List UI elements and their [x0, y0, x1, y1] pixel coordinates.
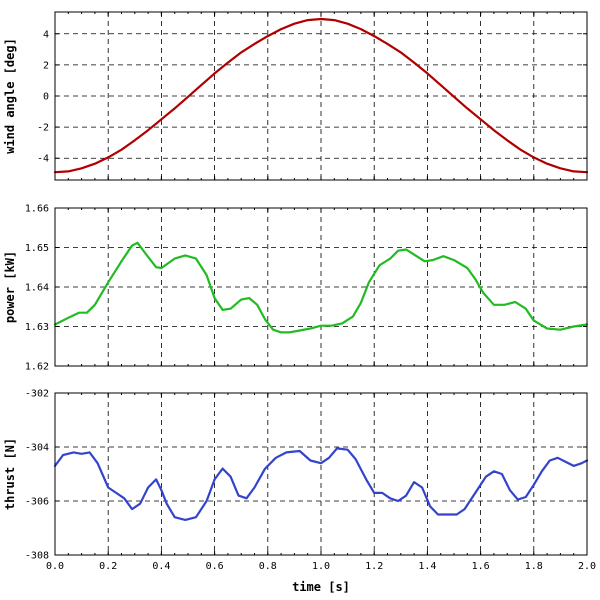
x-tick-label: 1.0: [312, 561, 330, 572]
panel-power-ylabel: power [kW]: [3, 251, 17, 323]
y-tick-label: 0: [43, 92, 49, 103]
y-tick-label: 1.62: [25, 362, 49, 373]
panel-thrust-grid: [55, 393, 587, 555]
panel-wind-angle-ylabel: wind angle [deg]: [3, 38, 17, 154]
panel-power-frame: [54, 207, 588, 367]
x-tick-label: 0.8: [259, 561, 277, 572]
thrust-series-line: [53, 447, 589, 521]
y-tick-label: -4: [37, 154, 49, 165]
y-tick-label: 1.63: [25, 322, 49, 333]
y-tick-label: 1.66: [25, 204, 49, 215]
panel-thrust: 0.0 0.2 0.4 0.6 0.8 1.0 1.2 1.4 1.6 1.8 2.0 -308 -30…: [3, 389, 596, 595]
panel-power-grid: [55, 208, 587, 366]
y-tick-label: -304: [25, 443, 49, 454]
panel-wind-angle: -4 -2 0 2 4 wind angle [deg]: [3, 11, 589, 181]
x-tick-label: 1.6: [472, 561, 490, 572]
panel-power: 1.62 1.63 1.64 1.65 1.66 power [kW]: [3, 204, 589, 373]
y-tick-label: 4: [43, 29, 49, 40]
x-tick-label: 1.8: [525, 561, 543, 572]
panel-wind-angle-tick-labels: -4 -2 0 2 4: [37, 29, 49, 164]
x-tick-label: 1.2: [365, 561, 383, 572]
y-tick-label: -2: [37, 123, 49, 134]
x-tick-label: 1.4: [418, 561, 436, 572]
y-tick-label: 1.64: [25, 283, 49, 294]
x-tick-label: 0.2: [99, 561, 117, 572]
power-series-line: [53, 241, 589, 334]
y-tick-label: -302: [25, 389, 49, 400]
panel-thrust-ylabel: thrust [N]: [3, 438, 17, 510]
x-tick-label: 0.4: [152, 561, 170, 572]
wind-angle-series-line: [53, 17, 589, 174]
panel-wind-angle-grid: [55, 12, 587, 180]
x-tick-label: 0.0: [46, 561, 64, 572]
x-tick-label: 0.6: [206, 561, 224, 572]
x-tick-label: 2.0: [578, 561, 596, 572]
panel-power-tick-labels: 1.62 1.63 1.64 1.65 1.66: [25, 204, 49, 373]
panel-thrust-frame: [54, 392, 588, 556]
y-tick-label: 2: [43, 60, 49, 71]
panel-wind-angle-frame: [54, 11, 588, 181]
y-tick-label: -308: [25, 551, 49, 562]
x-axis-label: time [s]: [292, 580, 350, 594]
y-tick-label: 1.65: [25, 243, 49, 254]
y-tick-label: -306: [25, 497, 49, 508]
panel-thrust-tick-labels: 0.0 0.2 0.4 0.6 0.8 1.0 1.2 1.4 1.6 1.8 2.0 -308 -30…: [25, 389, 596, 573]
